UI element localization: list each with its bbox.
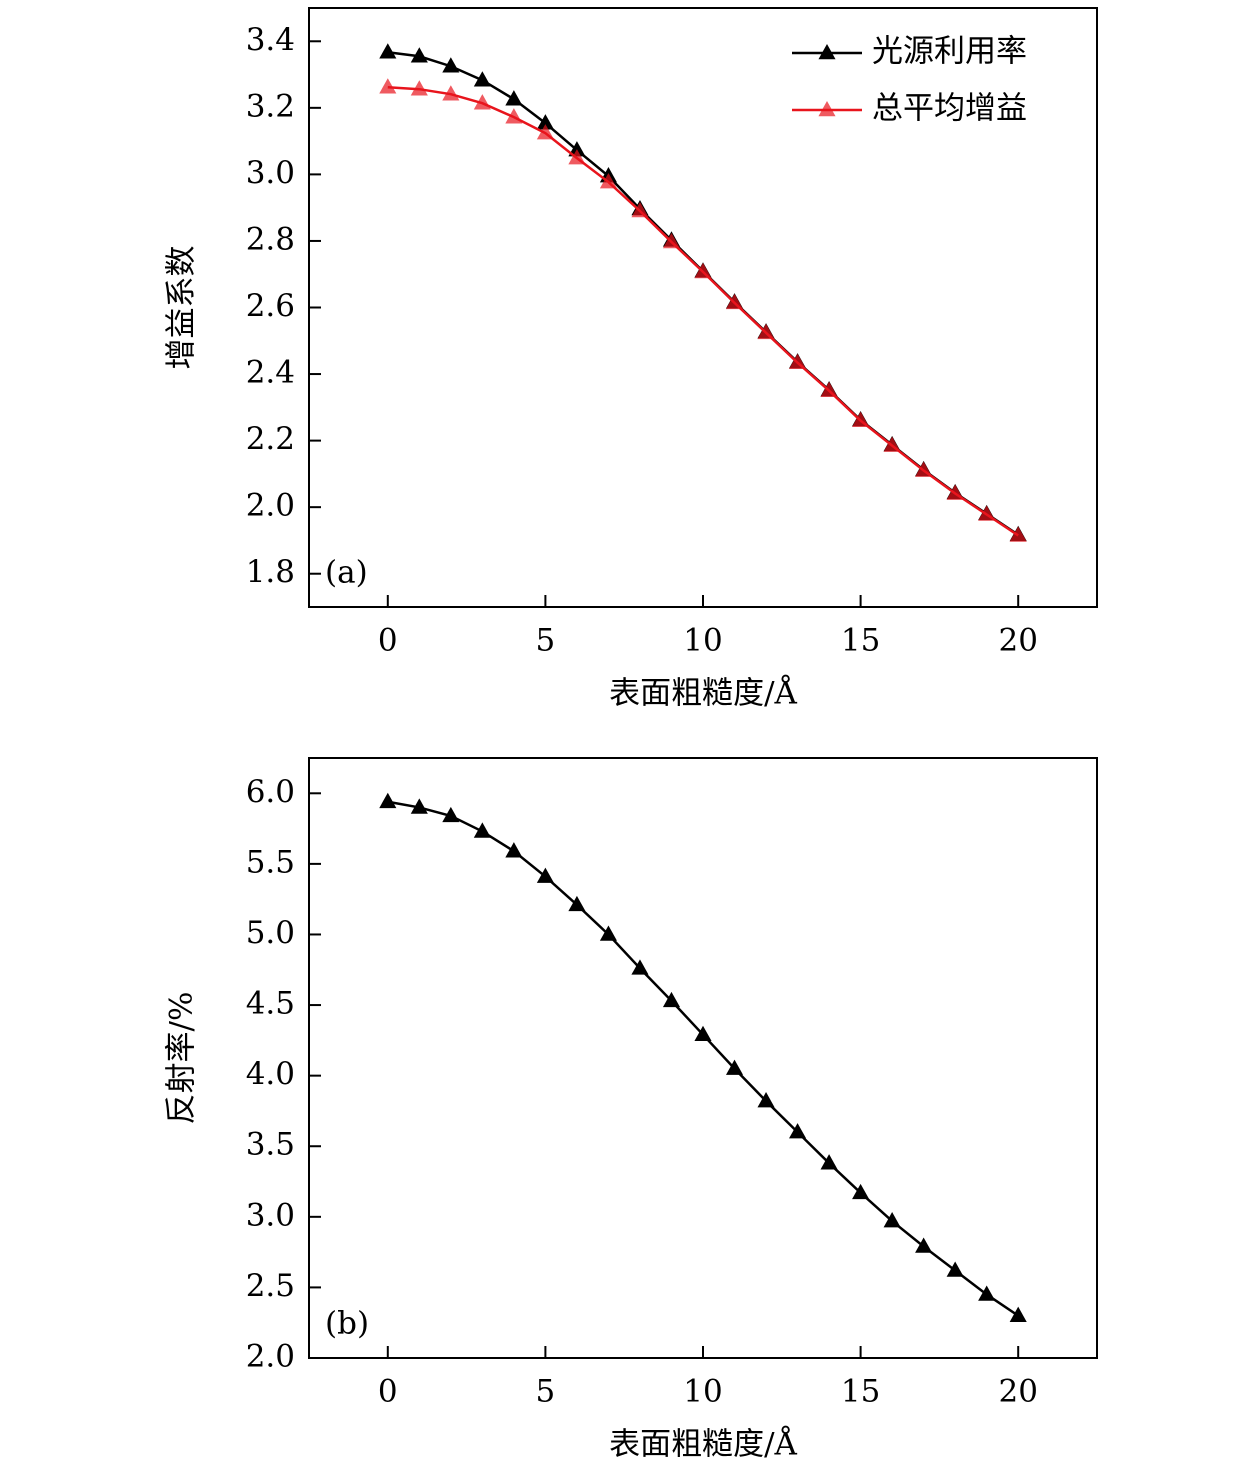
marker bbox=[473, 71, 491, 87]
marker bbox=[536, 867, 554, 883]
y-tick-label: 2.0 bbox=[246, 1339, 295, 1375]
y-tick-label: 3.4 bbox=[246, 22, 295, 58]
y-tick-label: 5.0 bbox=[246, 915, 295, 951]
marker bbox=[410, 80, 428, 96]
marker bbox=[915, 1237, 933, 1253]
marker bbox=[725, 1059, 744, 1075]
marker bbox=[725, 293, 744, 310]
x-tick-label: 5 bbox=[536, 1374, 556, 1410]
marker bbox=[883, 436, 901, 452]
marker bbox=[536, 124, 554, 140]
y-tick-label: 2.0 bbox=[246, 488, 295, 524]
marker bbox=[915, 461, 933, 477]
y-axis-title: 反射率/% bbox=[164, 992, 200, 1125]
marker bbox=[442, 806, 460, 823]
marker bbox=[1009, 1306, 1027, 1322]
marker bbox=[473, 822, 491, 838]
x-tick-label: 0 bbox=[378, 623, 398, 659]
y-tick-label: 2.8 bbox=[246, 221, 295, 257]
marker bbox=[757, 1092, 775, 1108]
legend-marker bbox=[818, 44, 836, 60]
legend-label: 光源利用率 bbox=[872, 34, 1027, 70]
marker bbox=[505, 90, 523, 106]
marker bbox=[599, 173, 617, 189]
marker bbox=[946, 1261, 964, 1277]
marker bbox=[883, 1212, 901, 1228]
x-tick-label: 10 bbox=[683, 623, 722, 659]
marker bbox=[1009, 526, 1027, 542]
x-tick-label: 20 bbox=[998, 1374, 1037, 1410]
panel-label: (b) bbox=[325, 1306, 369, 1342]
y-tick-label: 3.2 bbox=[246, 88, 295, 124]
marker bbox=[852, 1183, 870, 1200]
panel-label: (a) bbox=[325, 555, 368, 591]
plot-frame bbox=[308, 757, 1098, 1359]
marker bbox=[757, 323, 775, 340]
marker bbox=[379, 43, 397, 59]
y-tick-label: 5.5 bbox=[246, 844, 295, 880]
marker bbox=[505, 108, 523, 124]
marker bbox=[410, 47, 428, 63]
y-tick-label: 2.5 bbox=[246, 1268, 295, 1304]
marker bbox=[505, 842, 523, 858]
marker bbox=[789, 353, 807, 370]
marker bbox=[536, 114, 554, 130]
marker bbox=[694, 1025, 712, 1042]
marker bbox=[599, 925, 617, 941]
marker bbox=[442, 57, 460, 73]
marker bbox=[946, 484, 964, 500]
marker bbox=[852, 411, 870, 427]
marker bbox=[662, 232, 681, 249]
y-tick-label: 3.0 bbox=[246, 1197, 295, 1233]
marker bbox=[568, 149, 586, 165]
y-tick-label: 3.5 bbox=[246, 1127, 295, 1163]
marker bbox=[978, 505, 996, 521]
x-tick-label: 15 bbox=[841, 1374, 880, 1410]
y-tick-label: 2.2 bbox=[246, 421, 295, 457]
marker bbox=[820, 1154, 838, 1170]
y-tick-label: 4.5 bbox=[246, 986, 295, 1022]
x-tick-label: 5 bbox=[536, 623, 556, 659]
marker bbox=[379, 792, 397, 809]
marker bbox=[978, 1285, 996, 1301]
marker bbox=[379, 78, 397, 94]
x-tick-label: 20 bbox=[998, 623, 1037, 659]
marker bbox=[662, 991, 681, 1008]
marker bbox=[789, 1123, 807, 1139]
marker bbox=[820, 381, 838, 397]
marker bbox=[442, 85, 460, 101]
y-axis-title: 增益系数 bbox=[164, 246, 200, 370]
x-axis-title: 表面粗糙度/Å bbox=[609, 1425, 797, 1463]
legend-marker bbox=[818, 101, 836, 117]
marker bbox=[631, 959, 649, 975]
y-tick-label: 1.8 bbox=[246, 554, 295, 590]
marker bbox=[568, 141, 586, 157]
y-tick-label: 4.0 bbox=[246, 1056, 295, 1092]
y-tick-label: 3.0 bbox=[246, 155, 295, 191]
x-tick-label: 10 bbox=[683, 1374, 722, 1410]
x-axis-title: 表面粗糙度/Å bbox=[609, 674, 797, 712]
x-tick-label: 0 bbox=[378, 1374, 398, 1410]
marker bbox=[568, 895, 586, 912]
marker bbox=[410, 798, 428, 814]
y-tick-label: 2.6 bbox=[246, 288, 295, 324]
marker bbox=[473, 94, 491, 110]
legend-label: 总平均增益 bbox=[872, 91, 1027, 127]
marker bbox=[694, 262, 712, 279]
y-tick-label: 6.0 bbox=[246, 774, 295, 810]
marker bbox=[631, 201, 649, 218]
x-tick-label: 15 bbox=[841, 623, 880, 659]
y-tick-label: 2.4 bbox=[246, 355, 295, 391]
